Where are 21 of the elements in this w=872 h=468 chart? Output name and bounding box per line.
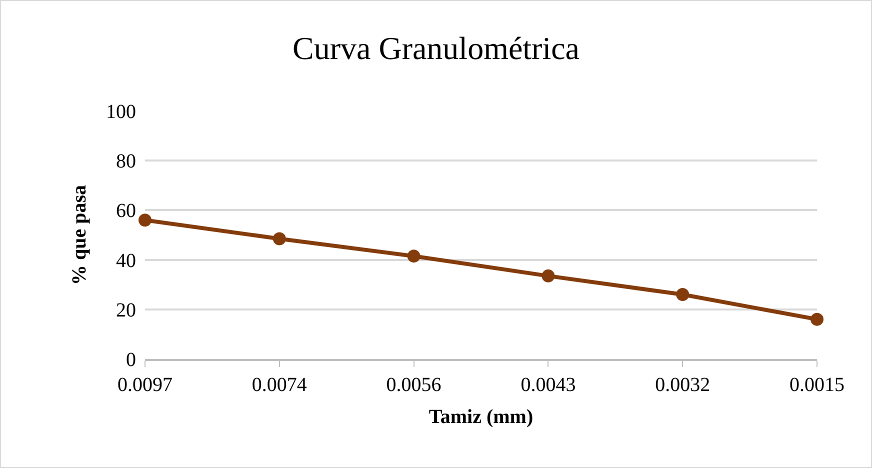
y-tick-label: 0 — [126, 349, 136, 371]
x-tick-label: 0.0015 — [790, 374, 844, 396]
x-axis-title: Tamiz (mm) — [428, 406, 534, 428]
point — [676, 288, 690, 302]
y-tick-label: 40 — [116, 250, 136, 272]
point — [272, 232, 286, 246]
x-tick-label: 0.0074 — [252, 374, 307, 396]
x-tick-label: 0.0056 — [386, 374, 442, 396]
y-tick-label: 80 — [116, 150, 136, 173]
x-tick-label: 0.0043 — [520, 374, 576, 396]
y-axis-title: % que pasa — [68, 184, 90, 286]
y-tick-label: 100 — [106, 101, 136, 123]
y-tick-label: 20 — [116, 299, 136, 322]
y-tick-label: 60 — [116, 200, 136, 222]
x-tick-label: 0.0032 — [655, 374, 710, 396]
x-tick-label: 0.0097 — [118, 374, 172, 396]
point — [542, 269, 555, 282]
point — [407, 250, 420, 263]
chart-title: Curva Granulométrica — [292, 30, 580, 66]
point — [810, 312, 824, 326]
point — [138, 214, 152, 227]
